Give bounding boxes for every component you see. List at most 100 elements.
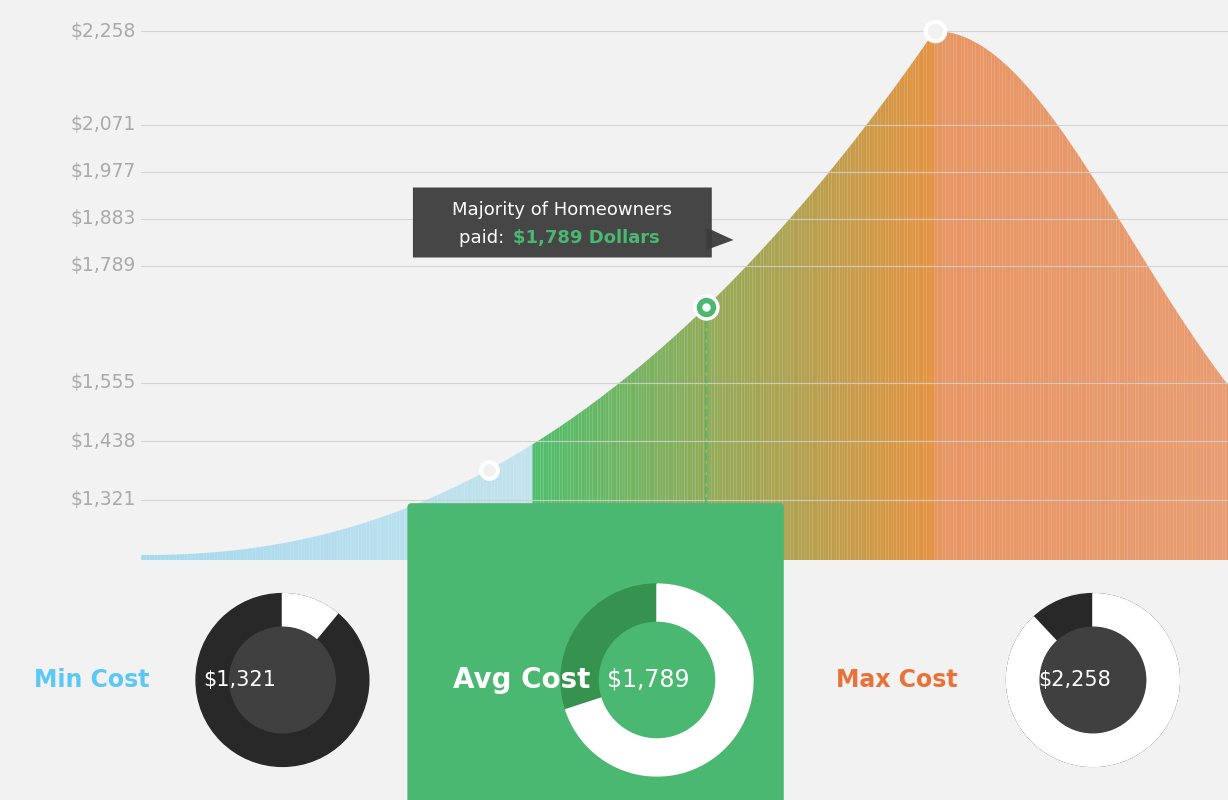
- Polygon shape: [948, 32, 950, 560]
- Polygon shape: [661, 346, 663, 560]
- Polygon shape: [959, 35, 962, 560]
- Polygon shape: [679, 330, 682, 560]
- Polygon shape: [372, 519, 375, 560]
- Polygon shape: [874, 110, 878, 560]
- Polygon shape: [285, 542, 287, 560]
- Polygon shape: [502, 461, 505, 560]
- Polygon shape: [443, 491, 446, 560]
- Polygon shape: [1203, 351, 1206, 560]
- Polygon shape: [798, 205, 802, 560]
- Polygon shape: [573, 415, 576, 560]
- Polygon shape: [605, 391, 609, 560]
- Polygon shape: [598, 398, 600, 560]
- Polygon shape: [1154, 277, 1157, 560]
- Polygon shape: [220, 551, 222, 560]
- Polygon shape: [943, 31, 946, 560]
- Polygon shape: [643, 361, 647, 560]
- Polygon shape: [233, 550, 236, 560]
- Polygon shape: [623, 378, 625, 560]
- Polygon shape: [589, 404, 592, 560]
- Polygon shape: [1226, 382, 1228, 560]
- Polygon shape: [850, 142, 853, 560]
- Polygon shape: [459, 484, 462, 560]
- Circle shape: [599, 622, 715, 738]
- Polygon shape: [231, 550, 233, 560]
- Polygon shape: [486, 470, 489, 560]
- Polygon shape: [639, 366, 641, 560]
- Polygon shape: [939, 31, 943, 560]
- Polygon shape: [1054, 120, 1057, 560]
- Polygon shape: [932, 31, 935, 560]
- Polygon shape: [359, 524, 361, 560]
- Polygon shape: [1089, 172, 1092, 560]
- Polygon shape: [820, 179, 823, 560]
- Polygon shape: [777, 230, 780, 560]
- Polygon shape: [796, 208, 798, 560]
- Polygon shape: [282, 542, 285, 560]
- Polygon shape: [1122, 224, 1125, 560]
- Polygon shape: [804, 199, 807, 560]
- Polygon shape: [1057, 124, 1060, 560]
- Polygon shape: [791, 214, 793, 560]
- Polygon shape: [1111, 206, 1114, 560]
- Polygon shape: [1223, 378, 1226, 560]
- Polygon shape: [184, 554, 188, 560]
- Polygon shape: [753, 257, 755, 560]
- Polygon shape: [264, 546, 266, 560]
- Polygon shape: [193, 554, 195, 560]
- Polygon shape: [302, 539, 305, 560]
- Polygon shape: [1098, 185, 1100, 560]
- Polygon shape: [677, 332, 679, 560]
- Polygon shape: [562, 423, 565, 560]
- Polygon shape: [975, 42, 977, 560]
- Polygon shape: [305, 538, 307, 560]
- Polygon shape: [1152, 272, 1154, 560]
- Polygon shape: [709, 302, 712, 560]
- Polygon shape: [984, 47, 986, 560]
- Polygon shape: [166, 554, 168, 560]
- Polygon shape: [769, 239, 771, 560]
- Polygon shape: [1133, 242, 1136, 560]
- Polygon shape: [226, 551, 228, 560]
- Polygon shape: [919, 50, 921, 560]
- Polygon shape: [733, 277, 737, 560]
- Text: $1,883: $1,883: [70, 209, 136, 228]
- Polygon shape: [540, 438, 543, 560]
- Polygon shape: [747, 262, 750, 560]
- Polygon shape: [766, 242, 769, 560]
- Polygon shape: [1060, 128, 1062, 560]
- Circle shape: [1040, 627, 1146, 733]
- Polygon shape: [690, 319, 693, 560]
- Polygon shape: [538, 439, 540, 560]
- Polygon shape: [1136, 246, 1138, 560]
- Polygon shape: [1029, 90, 1033, 560]
- Polygon shape: [1149, 268, 1152, 560]
- Circle shape: [561, 584, 753, 776]
- Polygon shape: [495, 465, 497, 560]
- Polygon shape: [1073, 147, 1076, 560]
- Polygon shape: [1071, 143, 1073, 560]
- Polygon shape: [188, 554, 190, 560]
- Polygon shape: [901, 74, 905, 560]
- Polygon shape: [348, 527, 350, 560]
- Polygon shape: [383, 516, 386, 560]
- Polygon shape: [307, 538, 309, 560]
- Text: $2,258: $2,258: [1038, 670, 1111, 690]
- Polygon shape: [699, 312, 701, 560]
- Polygon shape: [921, 46, 923, 560]
- Polygon shape: [426, 498, 430, 560]
- Polygon shape: [905, 70, 907, 560]
- Polygon shape: [829, 170, 831, 560]
- Polygon shape: [600, 396, 603, 560]
- Polygon shape: [529, 444, 533, 560]
- Polygon shape: [950, 33, 954, 560]
- Polygon shape: [650, 356, 652, 560]
- Polygon shape: [865, 125, 867, 560]
- Polygon shape: [546, 434, 549, 560]
- Polygon shape: [405, 507, 408, 560]
- Polygon shape: [758, 251, 760, 560]
- Polygon shape: [744, 266, 747, 560]
- Polygon shape: [1165, 294, 1168, 560]
- Polygon shape: [323, 534, 325, 560]
- Polygon shape: [1120, 219, 1122, 560]
